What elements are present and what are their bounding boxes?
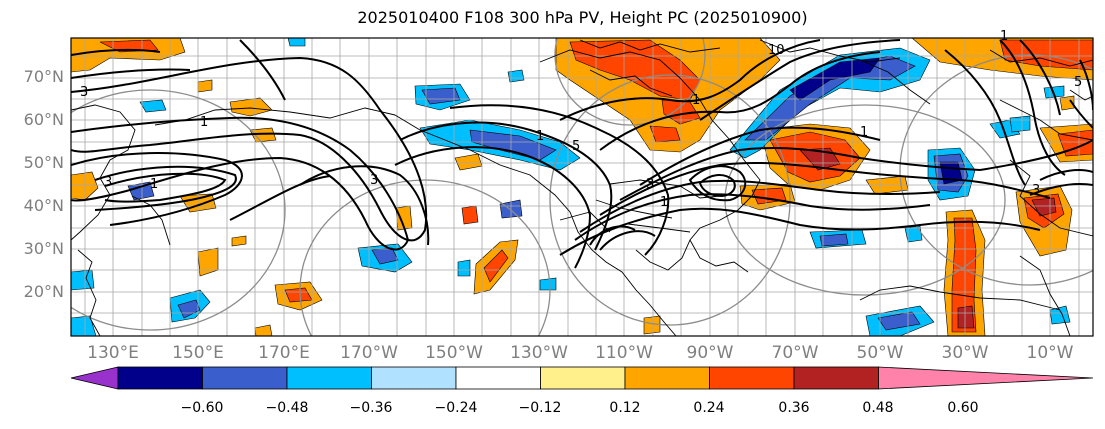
colorbar-tick: −0.12 [518, 400, 562, 416]
lon-label-150w: 150°W [425, 343, 483, 363]
lon-label-30w: 30°W [941, 343, 989, 363]
colorbar-tick: −0.24 [434, 400, 478, 416]
colorbar-swatch [202, 366, 288, 390]
lon-label-170w: 170°W [340, 343, 398, 363]
contour-label: 5 [1074, 75, 1082, 90]
lat-label-30n: 30°N [23, 239, 64, 258]
lon-label-130e: 130°E [87, 343, 139, 363]
colorbar-swatch [286, 366, 372, 390]
contour-label: 1 [692, 93, 700, 108]
contour-label: 1 [660, 195, 668, 210]
colorbar-swatch [624, 366, 710, 390]
colorbar-extend-low [70, 366, 119, 390]
contour-label: 3 [370, 173, 378, 188]
colorbar-tick: 0.60 [947, 400, 979, 416]
contour-label: 1 [200, 115, 208, 130]
colorbar-tick: 0.48 [862, 400, 894, 416]
graticule [71, 38, 1093, 336]
lon-label-130w: 130°W [510, 343, 568, 363]
colorbar-tick: −0.48 [265, 400, 309, 416]
lon-label-150e: 150°E [172, 343, 224, 363]
colorbar-swatch [540, 366, 626, 390]
colorbar-tick: −0.60 [180, 400, 224, 416]
lat-label-50n: 50°N [23, 153, 64, 172]
contour-label: 3 [104, 175, 112, 190]
height-contours [71, 39, 1093, 269]
contour-label: 1 [150, 177, 158, 192]
colorbar-tick: −0.36 [349, 400, 393, 416]
contour-label: 1 [536, 129, 544, 144]
lon-label-50w: 50°W [856, 343, 904, 363]
contour-label: 3 [646, 177, 654, 192]
colorbar-swatch [371, 366, 457, 390]
colorbar [70, 366, 1094, 390]
contour-label: 3 [1032, 183, 1040, 198]
lon-label-170e: 170°E [258, 343, 310, 363]
colorbar-extend-high [878, 366, 1094, 390]
contour-labels: 3 5 10 1 3 1 3 1 1 1 3 1 5 1 3 [80, 29, 1082, 210]
lat-label-70n: 70°N [23, 67, 64, 86]
colorbar-tick: 0.36 [778, 400, 810, 416]
colorbar-swatch [455, 366, 541, 390]
colorbar-tick: 0.12 [609, 400, 641, 416]
contour-label: 10 [768, 43, 785, 58]
colorbar-tick: 0.24 [693, 400, 725, 416]
map-frame [70, 37, 1094, 337]
contour-label: 3 [80, 85, 88, 100]
coastlines [71, 39, 1093, 336]
colorbar-swatch [117, 366, 203, 390]
lon-label-10w: 10°W [1026, 343, 1074, 363]
lat-label-20n: 20°N [23, 282, 64, 301]
map-title: 2025010400 F108 300 hPa PV, Height PC (2… [357, 8, 808, 27]
lon-label-90w: 90°W [686, 343, 734, 363]
colorbar-swatch [709, 366, 795, 390]
colorbar-swatch [793, 366, 879, 390]
contour-label: 5 [572, 139, 580, 154]
lon-label-70w: 70°W [771, 343, 819, 363]
contour-label: 1 [1000, 29, 1008, 44]
map-panel [71, 38, 1093, 336]
lat-label-40n: 40°N [23, 196, 64, 215]
contour-label: 1 [860, 125, 868, 140]
lon-label-110w: 110°W [595, 343, 653, 363]
lat-label-60n: 60°N [23, 110, 64, 129]
